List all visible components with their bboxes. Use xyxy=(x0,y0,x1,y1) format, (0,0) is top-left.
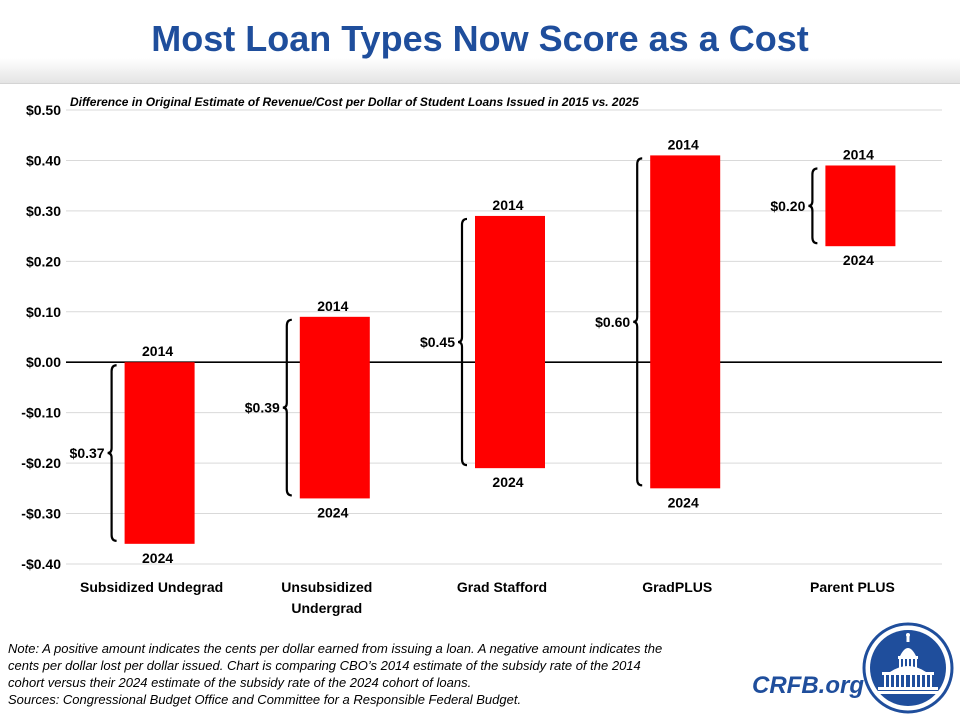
footnote-line: cents per dollar lost per dollar issued.… xyxy=(8,658,641,673)
y-tick-label: -$0.20 xyxy=(21,455,61,471)
y-tick-label: $0.50 xyxy=(26,102,61,118)
bar-bottom-label: 2024 xyxy=(492,474,523,490)
x-category-label: Unsubsidized xyxy=(281,579,372,595)
bar-bottom-label: 2024 xyxy=(142,550,173,566)
bar-top-label: 2014 xyxy=(142,343,173,359)
bracket xyxy=(282,318,292,497)
bar-bottom-label: 2024 xyxy=(843,252,874,268)
x-category-label: Parent PLUS xyxy=(810,579,895,595)
bar-top-label: 2014 xyxy=(317,298,348,314)
x-category-label: Undergrad xyxy=(291,600,362,616)
difference-label: $0.45 xyxy=(420,334,455,350)
footnote-line: Note: A positive amount indicates the ce… xyxy=(8,641,663,656)
bracket xyxy=(808,167,818,245)
difference-label: $0.37 xyxy=(70,445,105,461)
page-title: Most Loan Types Now Score as a Cost xyxy=(151,18,809,59)
bracket xyxy=(633,157,643,487)
y-tick-label: -$0.10 xyxy=(21,405,61,421)
bar xyxy=(825,165,896,247)
bar xyxy=(299,316,370,499)
y-tick-label: -$0.30 xyxy=(21,506,61,522)
y-tick-label: $0.40 xyxy=(26,152,61,168)
footnote: Note: A positive amount indicates the ce… xyxy=(8,640,768,708)
bar-bottom-label: 2024 xyxy=(317,504,348,520)
y-tick-label: $0.20 xyxy=(26,253,61,269)
sources-line: Sources: Congressional Budget Office and… xyxy=(8,692,522,707)
bar xyxy=(650,155,721,489)
bar xyxy=(124,362,195,544)
chart: $0.50 $0.40 $0.30 $0.20 $0.10 $0.00 -$0.10 -$0.… xyxy=(21,95,942,616)
footnote-line: cohort versus their 2024 estimate of the… xyxy=(8,675,472,690)
y-tick-label: $0.30 xyxy=(26,203,61,219)
capitol-dome-seal-icon xyxy=(862,622,954,714)
x-category-label: Subsidized Undegrad xyxy=(80,579,223,595)
bracket xyxy=(107,364,117,542)
y-tick-label: -$0.40 xyxy=(21,556,61,572)
difference-label: $0.60 xyxy=(595,314,630,330)
y-tick-label: $0.00 xyxy=(26,354,61,370)
difference-label: $0.20 xyxy=(770,198,805,214)
bracket xyxy=(457,217,468,467)
bar-top-label: 2014 xyxy=(492,197,523,213)
bar-top-label: 2014 xyxy=(668,136,699,152)
x-category-label: Grad Stafford xyxy=(457,579,547,595)
x-category-label: GradPLUS xyxy=(642,579,712,595)
bar xyxy=(475,215,545,469)
header-bar: Most Loan Types Now Score as a Cost xyxy=(0,0,960,84)
chart-subtitle: Difference in Original Estimate of Reven… xyxy=(70,95,639,109)
bar-bottom-label: 2024 xyxy=(668,494,699,510)
brand-text[interactable]: CRFB.org xyxy=(752,672,864,699)
difference-label: $0.39 xyxy=(245,400,280,416)
bar-top-label: 2014 xyxy=(843,146,874,162)
y-tick-label: $0.10 xyxy=(26,304,61,320)
